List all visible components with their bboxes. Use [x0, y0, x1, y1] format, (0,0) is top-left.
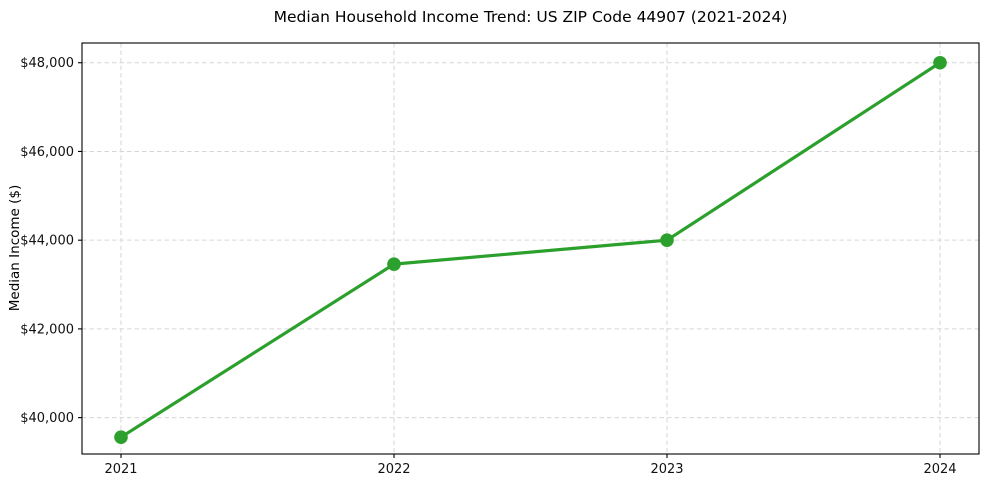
data-point-marker — [933, 55, 947, 70]
data-point-marker — [660, 233, 674, 247]
y-tick-label: $48,000 — [20, 56, 74, 71]
trend-line — [119, 61, 942, 439]
x-tick-label: 2021 — [104, 462, 137, 477]
x-tick-label: 2022 — [377, 462, 410, 477]
data-point-marker — [114, 430, 128, 444]
chart-title: Median Household Income Trend: US ZIP Co… — [273, 8, 788, 26]
x-tick-label: 2024 — [923, 462, 956, 477]
data-point-marker — [387, 257, 401, 271]
plot-border — [81, 42, 980, 455]
x-tick-label: 2023 — [650, 462, 683, 477]
y-tick-label: $40,000 — [20, 411, 74, 426]
y-tick-label: $46,000 — [20, 145, 74, 160]
y-tick-label: $44,000 — [20, 234, 74, 249]
y-tick-label: $42,000 — [20, 322, 74, 337]
